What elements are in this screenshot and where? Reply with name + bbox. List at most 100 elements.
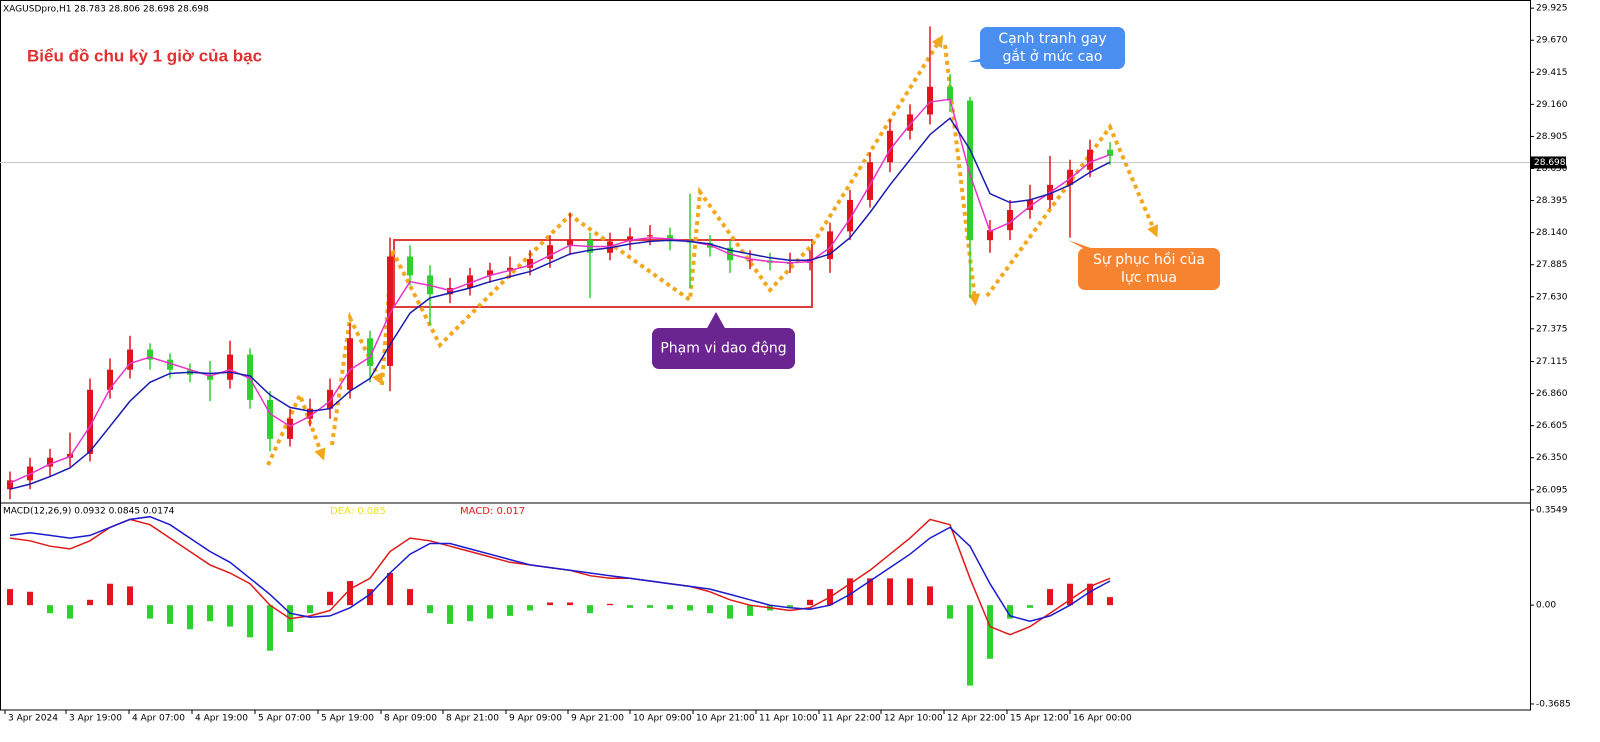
macd-panel: [0, 502, 1531, 711]
histogram-bar: [327, 591, 333, 606]
candle-body: [647, 235, 653, 237]
y-tick-label: 29.415: [1536, 68, 1568, 78]
histogram-bar: [987, 605, 993, 659]
candle-body: [927, 86, 933, 115]
histogram-bar: [907, 578, 913, 606]
y-tick-label: 27.885: [1536, 260, 1568, 270]
range-box: [393, 239, 813, 308]
histogram-bar: [1007, 605, 1013, 619]
candle-body: [347, 338, 353, 390]
callout-box: [980, 27, 1125, 69]
histogram-bar: [27, 591, 33, 606]
candle-body: [267, 399, 273, 439]
y-tick-label: 28.395: [1536, 196, 1568, 206]
histogram-bar: [87, 599, 93, 606]
histogram-bar: [407, 589, 413, 606]
candle-body: [907, 114, 913, 131]
candle-body: [147, 349, 153, 360]
x-tick-label: 3 Apr 2024: [8, 714, 58, 724]
y-tick-label: 28.905: [1536, 132, 1568, 142]
histogram-bar: [667, 605, 673, 610]
x-tick-label: 12 Apr 22:00: [947, 714, 1006, 724]
histogram-bar: [707, 605, 713, 614]
callout-text: Phạm vi dao động: [660, 341, 786, 357]
histogram-bar: [427, 605, 433, 614]
y-tick-label: 28.650: [1536, 164, 1568, 174]
callout-box: [652, 328, 795, 369]
candle-body: [167, 359, 173, 370]
y-tick-label: 26.605: [1536, 421, 1568, 431]
histogram-bar: [567, 602, 573, 606]
histogram-bar: [147, 605, 153, 619]
y-tick-label: 27.115: [1536, 357, 1568, 367]
histogram-bar: [227, 605, 233, 627]
candle-body: [1107, 149, 1113, 156]
x-tick-label: 10 Apr 21:00: [696, 714, 755, 724]
histogram-bar: [47, 605, 53, 614]
histogram-bar: [467, 605, 473, 622]
candle-body: [507, 267, 513, 271]
histogram-bar: [547, 602, 553, 606]
y-tick-label: 26.350: [1536, 453, 1568, 463]
histogram-bar: [347, 581, 353, 606]
y-tick-label: 29.670: [1536, 36, 1568, 46]
x-tick-label: 10 Apr 09:00: [633, 714, 692, 724]
histogram-bar: [67, 605, 73, 619]
histogram-bar: [687, 605, 693, 611]
x-tick-label: 16 Apr 00:00: [1073, 714, 1132, 724]
histogram-bar: [267, 605, 273, 651]
histogram-bar: [167, 605, 173, 624]
y-tick-label: -0.3685: [1536, 699, 1571, 709]
candle-body: [887, 130, 893, 163]
moving-average: [9, 117, 1111, 490]
histogram-bar: [307, 605, 313, 614]
histogram-bar: [887, 578, 893, 606]
histogram-bar: [1027, 605, 1033, 608]
x-tick-label: 8 Apr 09:00: [384, 714, 437, 724]
histogram-bar: [207, 605, 213, 622]
histogram-bar: [787, 605, 793, 608]
candle-body: [627, 236, 633, 242]
last-price-label: 28.698: [1534, 158, 1566, 168]
candle-body: [487, 270, 493, 276]
x-tick-label: 15 Apr 12:00: [1010, 714, 1069, 724]
last-price-tag: [1530, 156, 1566, 169]
y-tick-label: 0.00: [1536, 601, 1556, 611]
x-tick-label: 9 Apr 09:00: [509, 714, 562, 724]
x-tick-label: 3 Apr 19:00: [69, 714, 122, 724]
macd-label: MACD(12,26,9) 0.0932 0.0845 0.0174: [3, 507, 175, 517]
candle-body: [7, 480, 13, 490]
callout-pointer: [706, 312, 726, 330]
candle-body: [1007, 210, 1013, 231]
y-tick-label: 29.160: [1536, 100, 1568, 110]
macd-line: [9, 518, 1111, 636]
histogram-bar: [947, 605, 953, 619]
histogram-bar: [107, 583, 113, 606]
histogram-bar: [1087, 583, 1093, 606]
candle-body: [747, 260, 753, 262]
x-tick-label: 8 Apr 21:00: [446, 714, 499, 724]
histogram-bar: [867, 578, 873, 606]
callout-text: lực mua: [1121, 270, 1177, 286]
candle-body: [467, 275, 473, 288]
histogram-bar: [7, 589, 13, 606]
y-tick-label: 27.375: [1536, 324, 1568, 334]
candle-body: [867, 162, 873, 200]
y-tick-label: 28.140: [1536, 228, 1568, 238]
candle-body: [407, 256, 413, 276]
y-tick-label: 26.095: [1536, 485, 1568, 495]
candle-body: [227, 354, 233, 380]
y-tick-label: 29.925: [1536, 4, 1568, 14]
candle-body: [847, 199, 853, 232]
candle-body: [947, 86, 953, 101]
dea-label: DEA: 0.085: [330, 506, 386, 517]
histogram-bar: [847, 578, 853, 606]
histogram-bar: [587, 605, 593, 614]
histogram-bar: [387, 572, 393, 606]
candle-body: [987, 230, 993, 241]
histogram-bar: [487, 605, 493, 619]
y-tick-label: 27.630: [1536, 292, 1568, 302]
moving-average: [9, 98, 1111, 484]
candle-body: [1087, 149, 1093, 170]
